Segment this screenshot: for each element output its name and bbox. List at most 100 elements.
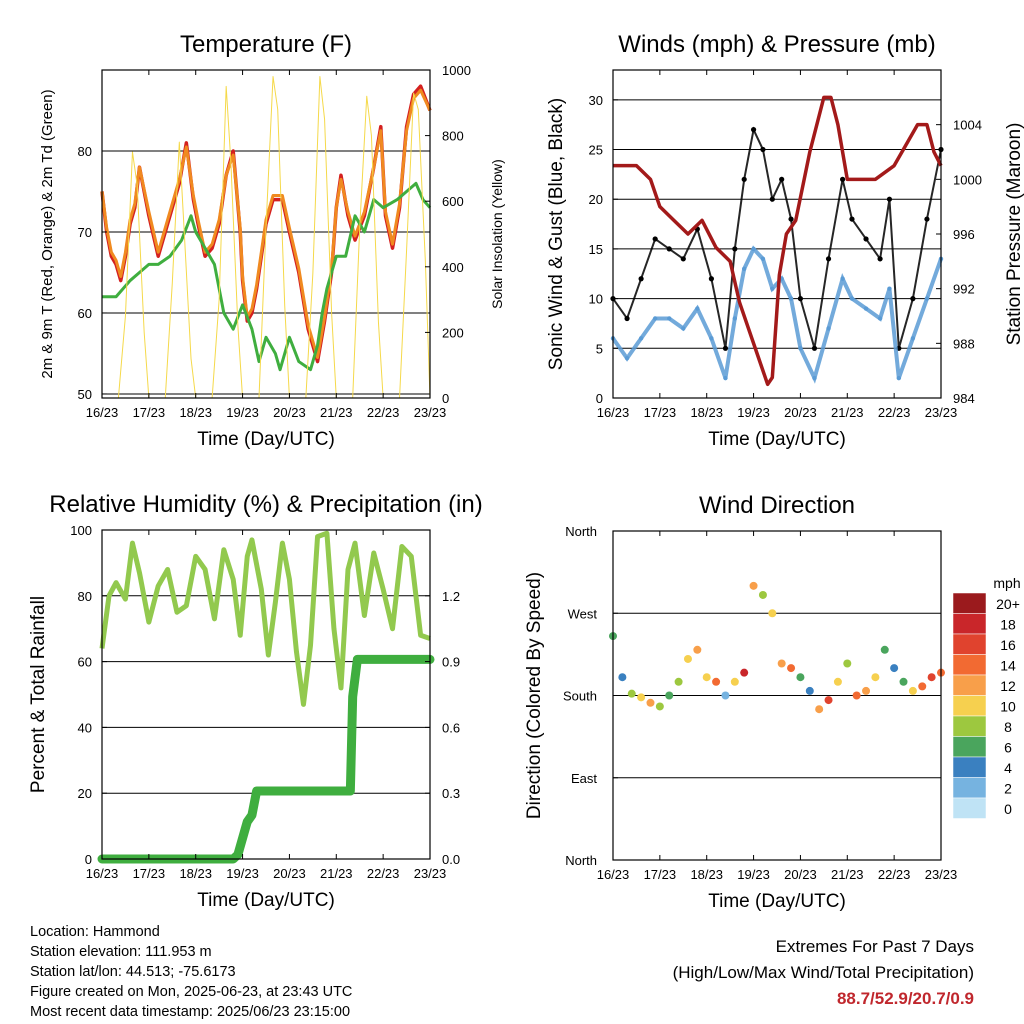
colorbar-label: 10 <box>1000 699 1016 715</box>
chart-title: Wind Direction <box>699 492 855 519</box>
colorbar-label: 12 <box>1000 678 1016 694</box>
temperature-chart: 16/23 17/23 18/23 19/23 20/23 21/23 22/23 23/23… <box>39 31 505 450</box>
direction-point <box>918 682 927 691</box>
y-tick-label: 20 <box>78 786 92 801</box>
y-tick-label: 50 <box>78 387 92 402</box>
x-axis-label: Time (Day/UTC) <box>197 429 335 450</box>
direction-point <box>740 668 749 677</box>
direction-point <box>712 677 721 686</box>
direction-point <box>665 691 674 700</box>
direction-point <box>880 645 889 654</box>
direction-point <box>787 664 796 673</box>
info-location: Location: Hammond <box>30 924 160 940</box>
x-tick-label: 20/23 <box>784 405 817 420</box>
series-total-precipitation <box>97 654 435 864</box>
series-2m-td <box>102 181 432 372</box>
y2-tick-label: 996 <box>953 227 975 242</box>
info-latlon: Station lat/lon: 44.513; -75.6173 <box>30 964 236 980</box>
direction-point <box>683 654 692 663</box>
x-tick-label: 16/23 <box>597 405 630 420</box>
series-relative-humidity <box>99 530 431 707</box>
colorbar-swatch <box>952 736 987 758</box>
direction-point <box>777 659 786 668</box>
y-tick-label: 20 <box>589 192 603 207</box>
direction-point <box>899 677 908 686</box>
x-tick-label: 16/23 <box>86 405 119 420</box>
colorbar-label: 8 <box>1004 719 1012 735</box>
y-tick-label: North <box>565 853 597 868</box>
y-tick-label: East <box>571 771 597 786</box>
y2-tick-label: 1.2 <box>442 589 460 604</box>
x-tick-label: 20/23 <box>273 866 306 881</box>
station-info: Location: Hammond Station elevation: 111… <box>30 922 352 1022</box>
x-tick-label: 23/23 <box>925 867 958 882</box>
info-elevation: Station elevation: 111.953 m <box>30 944 212 960</box>
colorbar-label: 6 <box>1004 740 1012 756</box>
y-tick-label: 30 <box>589 93 603 108</box>
y-tick-label: 0 <box>85 852 92 867</box>
y-tick-label: West <box>568 606 598 621</box>
colorbar-label: 18 <box>1000 617 1016 633</box>
y-axis-label: 2m & 9m T (Red, Orange) & 2m Td (Green) <box>39 89 56 378</box>
x-tick-label: 22/23 <box>878 867 911 882</box>
direction-point <box>833 677 842 686</box>
x-tick-label: 17/23 <box>644 405 677 420</box>
x-tick-label: 22/23 <box>367 405 400 420</box>
direction-point <box>862 686 871 695</box>
info-recent: Most recent data timestamp: 2025/06/23 2… <box>30 1004 351 1020</box>
x-axis-label: Time (Day/UTC) <box>708 429 846 450</box>
x-tick-label: 23/23 <box>414 405 447 420</box>
x-tick-label: 21/23 <box>320 405 353 420</box>
direction-point <box>655 702 664 711</box>
x-axis-label: Time (Day/UTC) <box>197 890 335 911</box>
x-tick-label: 17/23 <box>133 866 166 881</box>
x-tick-label: 19/23 <box>226 405 259 420</box>
rh-precip-chart: 16/23 17/23 18/23 19/23 20/23 21/23 22/23 23/23… <box>28 491 483 911</box>
chart-title: Temperature (F) <box>180 31 352 58</box>
y2-tick-label: 200 <box>442 325 464 340</box>
y2-tick-label: 988 <box>953 336 975 351</box>
colorbar-swatch <box>952 777 987 799</box>
direction-point <box>674 677 683 686</box>
colorbar-swatch <box>952 715 987 737</box>
x-tick-label: 18/23 <box>179 866 212 881</box>
x-tick-label: 21/23 <box>831 405 864 420</box>
y-tick-label: South <box>563 689 597 704</box>
x-tick-label: 21/23 <box>831 867 864 882</box>
x-tick-label: 20/23 <box>784 867 817 882</box>
direction-point <box>927 673 936 682</box>
direction-point <box>693 645 702 654</box>
colorbar-label: 14 <box>1000 658 1016 674</box>
direction-point <box>871 673 880 682</box>
x-tick-label: 21/23 <box>320 866 353 881</box>
colorbar-label: 2 <box>1004 781 1012 797</box>
direction-point <box>758 590 767 599</box>
direction-point <box>749 581 758 590</box>
extremes-values: 88.7/52.9/20.7/0.9 <box>836 989 974 1008</box>
y-axis-label: Direction (Colored By Speed) <box>524 572 545 819</box>
y2-tick-label: 1000 <box>442 63 471 78</box>
direction-point <box>805 686 814 695</box>
y-tick-label: 40 <box>78 720 92 735</box>
y-axis-label: Percent & Total Rainfall <box>28 596 49 793</box>
y-tick-label: North <box>565 524 597 539</box>
winds-chart: 16/23 17/23 18/23 19/23 20/23 21/23 22/23 23/23… <box>546 31 1024 450</box>
y2-tick-label: 992 <box>953 282 975 297</box>
y-tick-label: 100 <box>70 523 92 538</box>
x-tick-label: 22/23 <box>878 405 911 420</box>
colorbar-label: 0 <box>1004 801 1012 817</box>
y-tick-label: 25 <box>589 143 603 158</box>
x-tick-label: 16/23 <box>597 867 630 882</box>
colorbar-swatch <box>952 613 987 635</box>
direction-point <box>646 698 655 707</box>
x-tick-label: 18/23 <box>179 405 212 420</box>
y-tick-label: 60 <box>78 306 92 321</box>
y2-axis-label: Station Pressure (Maroon) <box>1004 123 1024 346</box>
x-axis-label: Time (Day/UTC) <box>708 891 846 912</box>
direction-point <box>890 664 899 673</box>
extremes-subtitle: (High/Low/Max Wind/Total Precipitation) <box>672 963 974 982</box>
y2-tick-label: 1000 <box>953 172 982 187</box>
direction-point <box>815 705 824 714</box>
x-tick-label: 23/23 <box>925 405 958 420</box>
direction-point <box>796 673 805 682</box>
